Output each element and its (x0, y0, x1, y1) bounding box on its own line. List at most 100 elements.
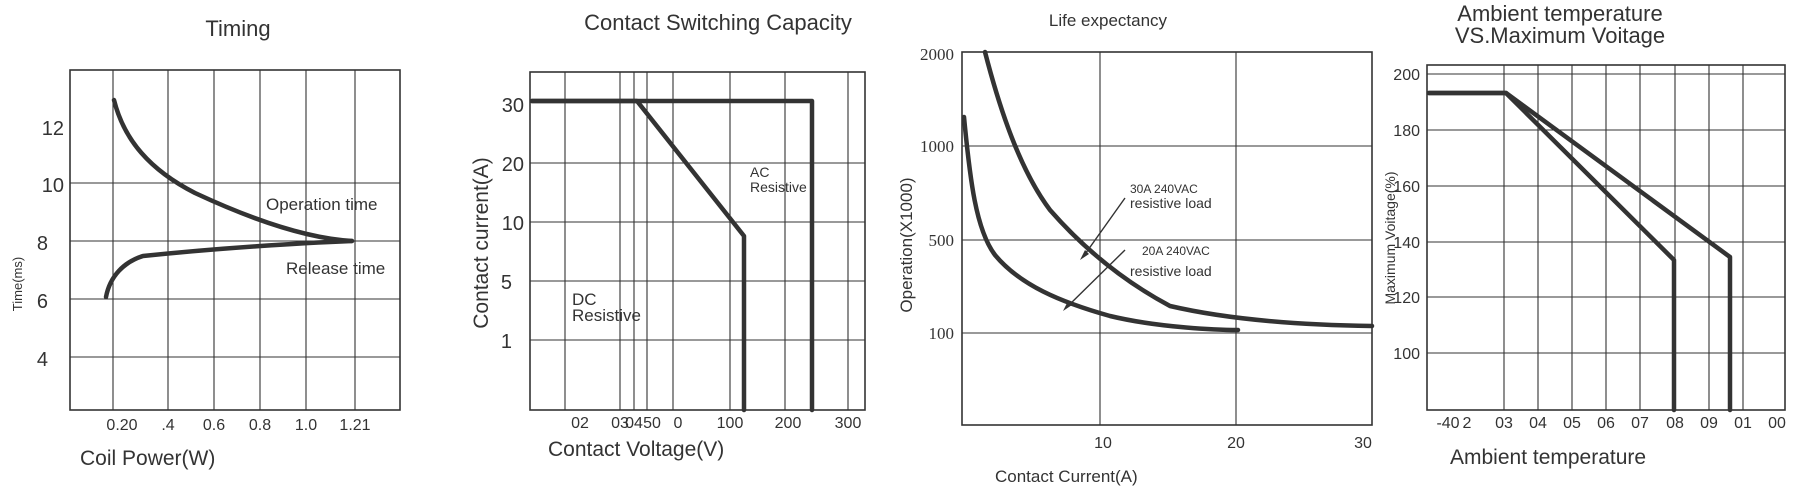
timing-xtick: 0.20 (106, 417, 137, 434)
timing-y-ticks: 12 10 8 6 4 (37, 118, 64, 371)
ambient-xtick: 05 (1563, 415, 1581, 432)
ambient-xlabel: Ambient temperature (1450, 446, 1646, 469)
ambient-line-a (1426, 90, 1677, 413)
capacity-grid (530, 72, 865, 410)
ambient-frame (1426, 64, 1786, 411)
ambient-xtick: 06 (1597, 415, 1615, 432)
capacity-ytick: 5 (501, 272, 512, 294)
capacity-xtick: 0 (674, 415, 683, 432)
capacity-ytick: 30 (502, 95, 524, 117)
life-30a-label-2: resistive load (1130, 195, 1212, 211)
timing-x-ticks: 0.20 .4 0.6 0.8 1.0 1.21 (106, 417, 370, 434)
capacity-ytick: 20 (502, 154, 524, 176)
life-xlabel: Contact Current(A) (995, 467, 1138, 486)
timing-xlabel: Coil Power(W) (80, 447, 215, 470)
capacity-ylabel: Contact current(A) (470, 157, 493, 329)
timing-title: Timing (205, 16, 270, 41)
capacity-xtick: 03 (611, 415, 629, 432)
timing-operation-curve (111, 97, 355, 244)
timing-ytick: 4 (37, 349, 48, 371)
ambient-ytick: 120 (1393, 290, 1420, 307)
life-ylabel: Operation(X1000) (897, 177, 916, 312)
capacity-dc-label-1: DC (572, 290, 597, 309)
timing-xtick: 1.0 (295, 417, 317, 434)
ambient-xtick: 04 (1529, 415, 1547, 432)
capacity-frame (529, 71, 866, 411)
life-y-ticks: 2000 1000 500 100 (920, 45, 954, 343)
ambient-xtick: 03 (1495, 415, 1513, 432)
capacity-ac-label-1: AC (750, 164, 769, 180)
ambient-ylabel: Maximum Voitage(%) (1382, 171, 1398, 304)
ambient-xtick: 01 (1734, 415, 1752, 432)
life-30a-pointer (1082, 197, 1126, 258)
life-title: Life expectancy (1049, 11, 1168, 30)
ambient-title-line1: Ambient temperature (1457, 1, 1662, 26)
capacity-x-ticks: 02 03 04 50 0 100 200 300 (571, 415, 861, 432)
life-20a-arrowhead (1063, 301, 1072, 311)
timing-xtick: 0.6 (203, 417, 225, 434)
timing-grid (70, 70, 400, 410)
life-grid (962, 52, 1372, 425)
timing-ytick: 12 (42, 118, 64, 140)
ambient-xtick: 00 (1768, 415, 1786, 432)
life-frame (961, 51, 1373, 426)
chart-timing: Timing 12 10 8 6 4 0.20 .4 0.6 0.8 1.0 (10, 16, 401, 470)
life-xtick: 10 (1094, 435, 1112, 452)
timing-ytick: 8 (37, 233, 48, 255)
ambient-line-b (1426, 90, 1733, 413)
life-ytick: 1000 (920, 137, 954, 156)
timing-xtick: 1.21 (339, 417, 370, 434)
chart-contact-capacity: Contact Switching Capacity 30 20 10 5 1 … (470, 10, 866, 461)
capacity-xtick: 100 (717, 415, 744, 432)
life-x-ticks: 10 20 30 (1094, 435, 1372, 452)
capacity-xtick: 50 (643, 415, 661, 432)
ambient-title-line2: VS.Maximum Voitage (1455, 23, 1665, 48)
ambient-xtick: 2 (1463, 415, 1472, 432)
timing-release-curve (103, 238, 355, 300)
life-30a-label-1: 30A 240VAC (1130, 182, 1198, 196)
life-ytick: 2000 (920, 45, 954, 64)
ambient-y-ticks: 200 180 160 140 120 100 (1393, 67, 1420, 363)
timing-ytick: 6 (37, 291, 48, 313)
life-xtick: 30 (1354, 435, 1372, 452)
ambient-xtick: 08 (1666, 415, 1684, 432)
life-ytick: 500 (929, 231, 955, 250)
capacity-xtick: 200 (775, 415, 802, 432)
capacity-ytick: 10 (502, 213, 524, 235)
capacity-dc-curve (529, 98, 747, 413)
life-30a-curve (982, 49, 1375, 329)
life-20a-pointer (1065, 249, 1126, 309)
capacity-title: Contact Switching Capacity (584, 10, 852, 35)
ambient-x-ticks: -40 2 03 04 05 06 07 08 09 01 00 (1436, 415, 1786, 432)
life-30a-arrowhead (1080, 250, 1089, 260)
capacity-dc-label-2: Resistive (572, 306, 641, 325)
ambient-ytick: 200 (1393, 67, 1420, 84)
life-20a-label-1: 20A 240VAC (1142, 244, 1210, 258)
capacity-xtick: 300 (835, 415, 862, 432)
life-20a-curve (961, 114, 1241, 333)
timing-release-label: Release time (286, 259, 385, 278)
capacity-xtick: 04 (625, 415, 643, 432)
timing-operation-label: Operation time (266, 195, 378, 214)
capacity-xlabel: Contact Voltage(V) (548, 438, 724, 461)
chart-ambient-voltage: Ambient temperature VS.Maximum Voitage 2… (1382, 1, 1786, 469)
ambient-xtick: 07 (1631, 415, 1649, 432)
life-ytick: 100 (929, 324, 955, 343)
ambient-ytick: 140 (1393, 235, 1420, 252)
ambient-ytick: 100 (1393, 346, 1420, 363)
capacity-xtick: 02 (571, 415, 589, 432)
life-20a-label-2: resistive load (1130, 263, 1212, 279)
life-xtick: 20 (1227, 435, 1245, 452)
timing-ylabel: Time(ms) (10, 257, 25, 311)
ambient-xtick: 09 (1700, 415, 1718, 432)
timing-frame (69, 69, 401, 411)
timing-xtick: 0.8 (249, 417, 271, 434)
capacity-ac-label-2: Resistive (750, 179, 807, 195)
ambient-xtick: -40 (1436, 415, 1459, 432)
capacity-y-ticks: 30 20 10 5 1 (501, 95, 524, 353)
ambient-ytick: 160 (1393, 179, 1420, 196)
timing-xtick: .4 (161, 417, 174, 434)
capacity-ytick: 1 (501, 331, 512, 353)
chart-life-expectancy: Life expectancy 2000 1000 500 100 10 20 … (897, 11, 1375, 486)
